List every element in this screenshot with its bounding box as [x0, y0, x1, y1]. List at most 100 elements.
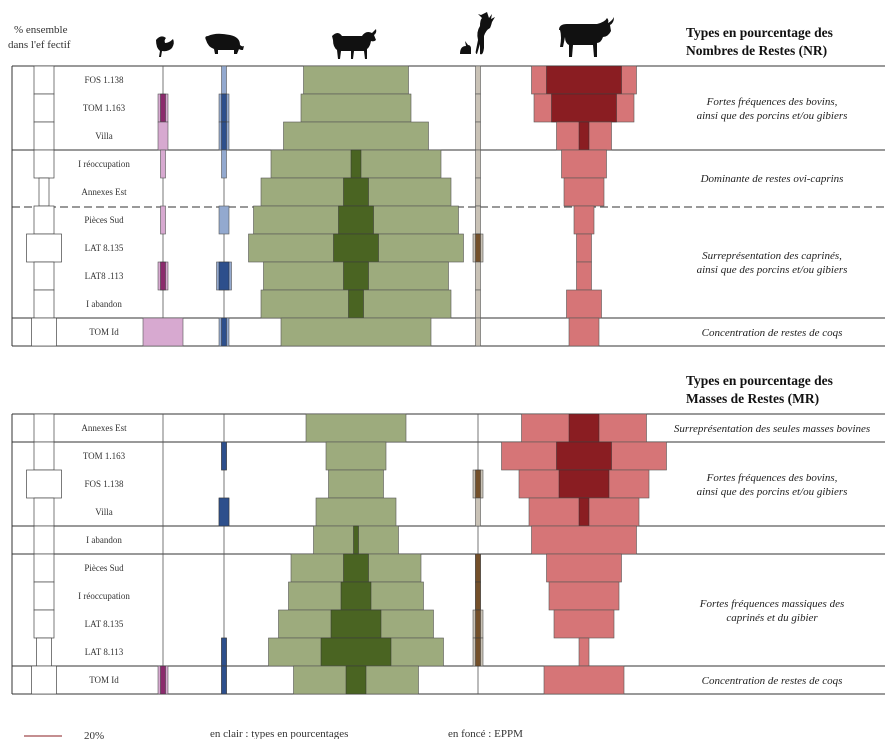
row-label: I abandon — [86, 299, 122, 309]
ovi-caprins-light-bar — [300, 93, 412, 123]
gibier-dark-bar — [475, 581, 481, 611]
coq-dark-bar — [160, 261, 166, 291]
row-label: LAT 8.113 — [85, 647, 124, 657]
ovi-caprins-dark-bar — [348, 289, 364, 319]
ovi-caprins-dark-bar — [345, 665, 367, 695]
effectif-bar — [33, 93, 55, 123]
effectif-bar — [38, 177, 50, 207]
mr-title-line1: Types en pourcentage des — [686, 373, 833, 388]
bovins-light-bar — [531, 525, 637, 555]
annotation-text: Surreprésentation des caprinés, — [702, 250, 842, 262]
annotation-text: ainsi que des porcins et/ou gibiers — [697, 486, 848, 498]
bovins-dark-bar — [568, 413, 600, 443]
porc-dark-bar — [221, 93, 227, 123]
effectif-bar — [33, 205, 55, 235]
bovins-light-bar — [573, 205, 595, 235]
annotation-text: Fortes fréquences des bovins, — [706, 472, 838, 484]
annotation-text: Fortes fréquences des bovins, — [706, 96, 838, 108]
effectif-bar — [33, 581, 55, 611]
annotation-text: Fortes fréquences massiques des — [699, 598, 845, 610]
bovins-dark-bar — [578, 121, 590, 151]
gibier-light-bar — [475, 261, 481, 291]
effectif-header-line2: dans l'ef fectif — [8, 39, 71, 51]
row-label: Villa — [95, 131, 112, 141]
porc-dark-bar — [221, 665, 227, 695]
annotation-text: caprinés et du gibier — [726, 612, 818, 624]
row-label: FOS 1.138 — [84, 75, 124, 85]
ovi-caprins-light-bar — [325, 441, 387, 471]
effectif-bar — [33, 553, 55, 583]
bovins-dark-bar — [558, 469, 610, 499]
annotation-text: ainsi que des porcins et/ou gibiers — [697, 264, 848, 276]
ovi-caprins-light-bar — [303, 65, 409, 95]
ovi-caprins-light-bar — [328, 469, 384, 499]
porc-light-bar — [218, 205, 230, 235]
coq-light-bar — [160, 149, 166, 179]
gibier-dark-bar — [475, 637, 481, 667]
bovins-light-bar — [576, 233, 592, 263]
annotation-text: ainsi que des porcins et/ou gibiers — [697, 110, 848, 122]
ovi-caprins-dark-bar — [338, 205, 374, 235]
bull-icon — [559, 17, 614, 57]
porc-dark-bar — [221, 121, 227, 151]
gibier-dark-bar — [475, 469, 481, 499]
effectif-bar — [33, 413, 55, 443]
gibier-light-bar — [475, 121, 481, 151]
annotation-text: Surreprésentation des seules masses bovi… — [674, 423, 870, 435]
coq-dark-bar — [160, 665, 166, 695]
nr-title-line2: Nombres de Restes (NR) — [686, 43, 827, 58]
row-label: Pièces Sud — [84, 215, 124, 225]
porc-light-bar — [221, 149, 227, 179]
ovi-caprins-light-bar — [305, 413, 407, 443]
pig-icon — [205, 33, 244, 54]
ovi-caprins-dark-bar — [350, 149, 362, 179]
ovi-caprins-dark-bar — [333, 233, 379, 263]
porc-dark-bar — [218, 261, 230, 291]
gibier-dark-bar — [475, 553, 481, 583]
ovi-caprins-dark-bar — [330, 609, 382, 639]
bovins-light-bar — [561, 149, 607, 179]
legend-light: en clair : types en pourcentages — [210, 728, 348, 739]
gibier-light-bar — [475, 317, 481, 347]
mr-title-line2: Masses de Restes (MR) — [686, 391, 819, 406]
annotation-text: Dominante de restes ovi-caprins — [700, 173, 844, 185]
annotation-text: Concentration de restes de coqs — [702, 327, 843, 339]
bovins-dark-bar — [551, 93, 617, 123]
row-label: TOM 1.163 — [83, 103, 126, 113]
row-label: TOM Id — [89, 675, 119, 685]
effectif-bar — [33, 261, 55, 291]
gibier-light-bar — [475, 289, 481, 319]
rooster-icon — [156, 36, 174, 57]
gibier-light-bar — [475, 497, 481, 527]
effectif-bar — [33, 497, 55, 527]
legend-dark: en foncé : EPPM — [448, 728, 523, 739]
porc-dark-bar — [221, 441, 227, 471]
porc-dark-bar — [218, 497, 230, 527]
porc-light-bar — [221, 65, 227, 95]
bovins-dark-bar — [578, 497, 590, 527]
gibier-light-bar — [475, 205, 481, 235]
row-label: Annexes Est — [81, 423, 127, 433]
effectif-bar — [31, 665, 57, 695]
annotation-text: Concentration de restes de coqs — [702, 675, 843, 687]
ovi-caprins-light-bar — [283, 121, 429, 151]
nr-title-line1: Types en pourcentage des — [686, 25, 833, 40]
row-label: LAT 8.135 — [85, 619, 124, 629]
row-label: Annexes Est — [81, 187, 127, 197]
bovins-dark-bar — [546, 65, 622, 95]
coq-dark-bar — [160, 93, 166, 123]
coq-light-bar — [160, 205, 166, 235]
gibier-light-bar — [475, 149, 481, 179]
row-label: Pièces Sud — [84, 563, 124, 573]
ovi-caprins-dark-bar — [353, 525, 359, 555]
row-label: LAT8 .113 — [85, 271, 124, 281]
ovi-caprins-dark-bar — [343, 177, 369, 207]
bovins-light-bar — [543, 665, 625, 695]
effectif-bar — [33, 149, 55, 179]
bovins-light-bar — [568, 317, 600, 347]
bovins-light-bar — [566, 289, 602, 319]
porc-dark-bar — [221, 637, 227, 667]
bovins-light-bar — [576, 261, 592, 291]
gibier-light-bar — [475, 93, 481, 123]
panel-nr: FOS 1.138 TOM 1.163 Villa I réoccupation Ann… — [11, 65, 885, 347]
